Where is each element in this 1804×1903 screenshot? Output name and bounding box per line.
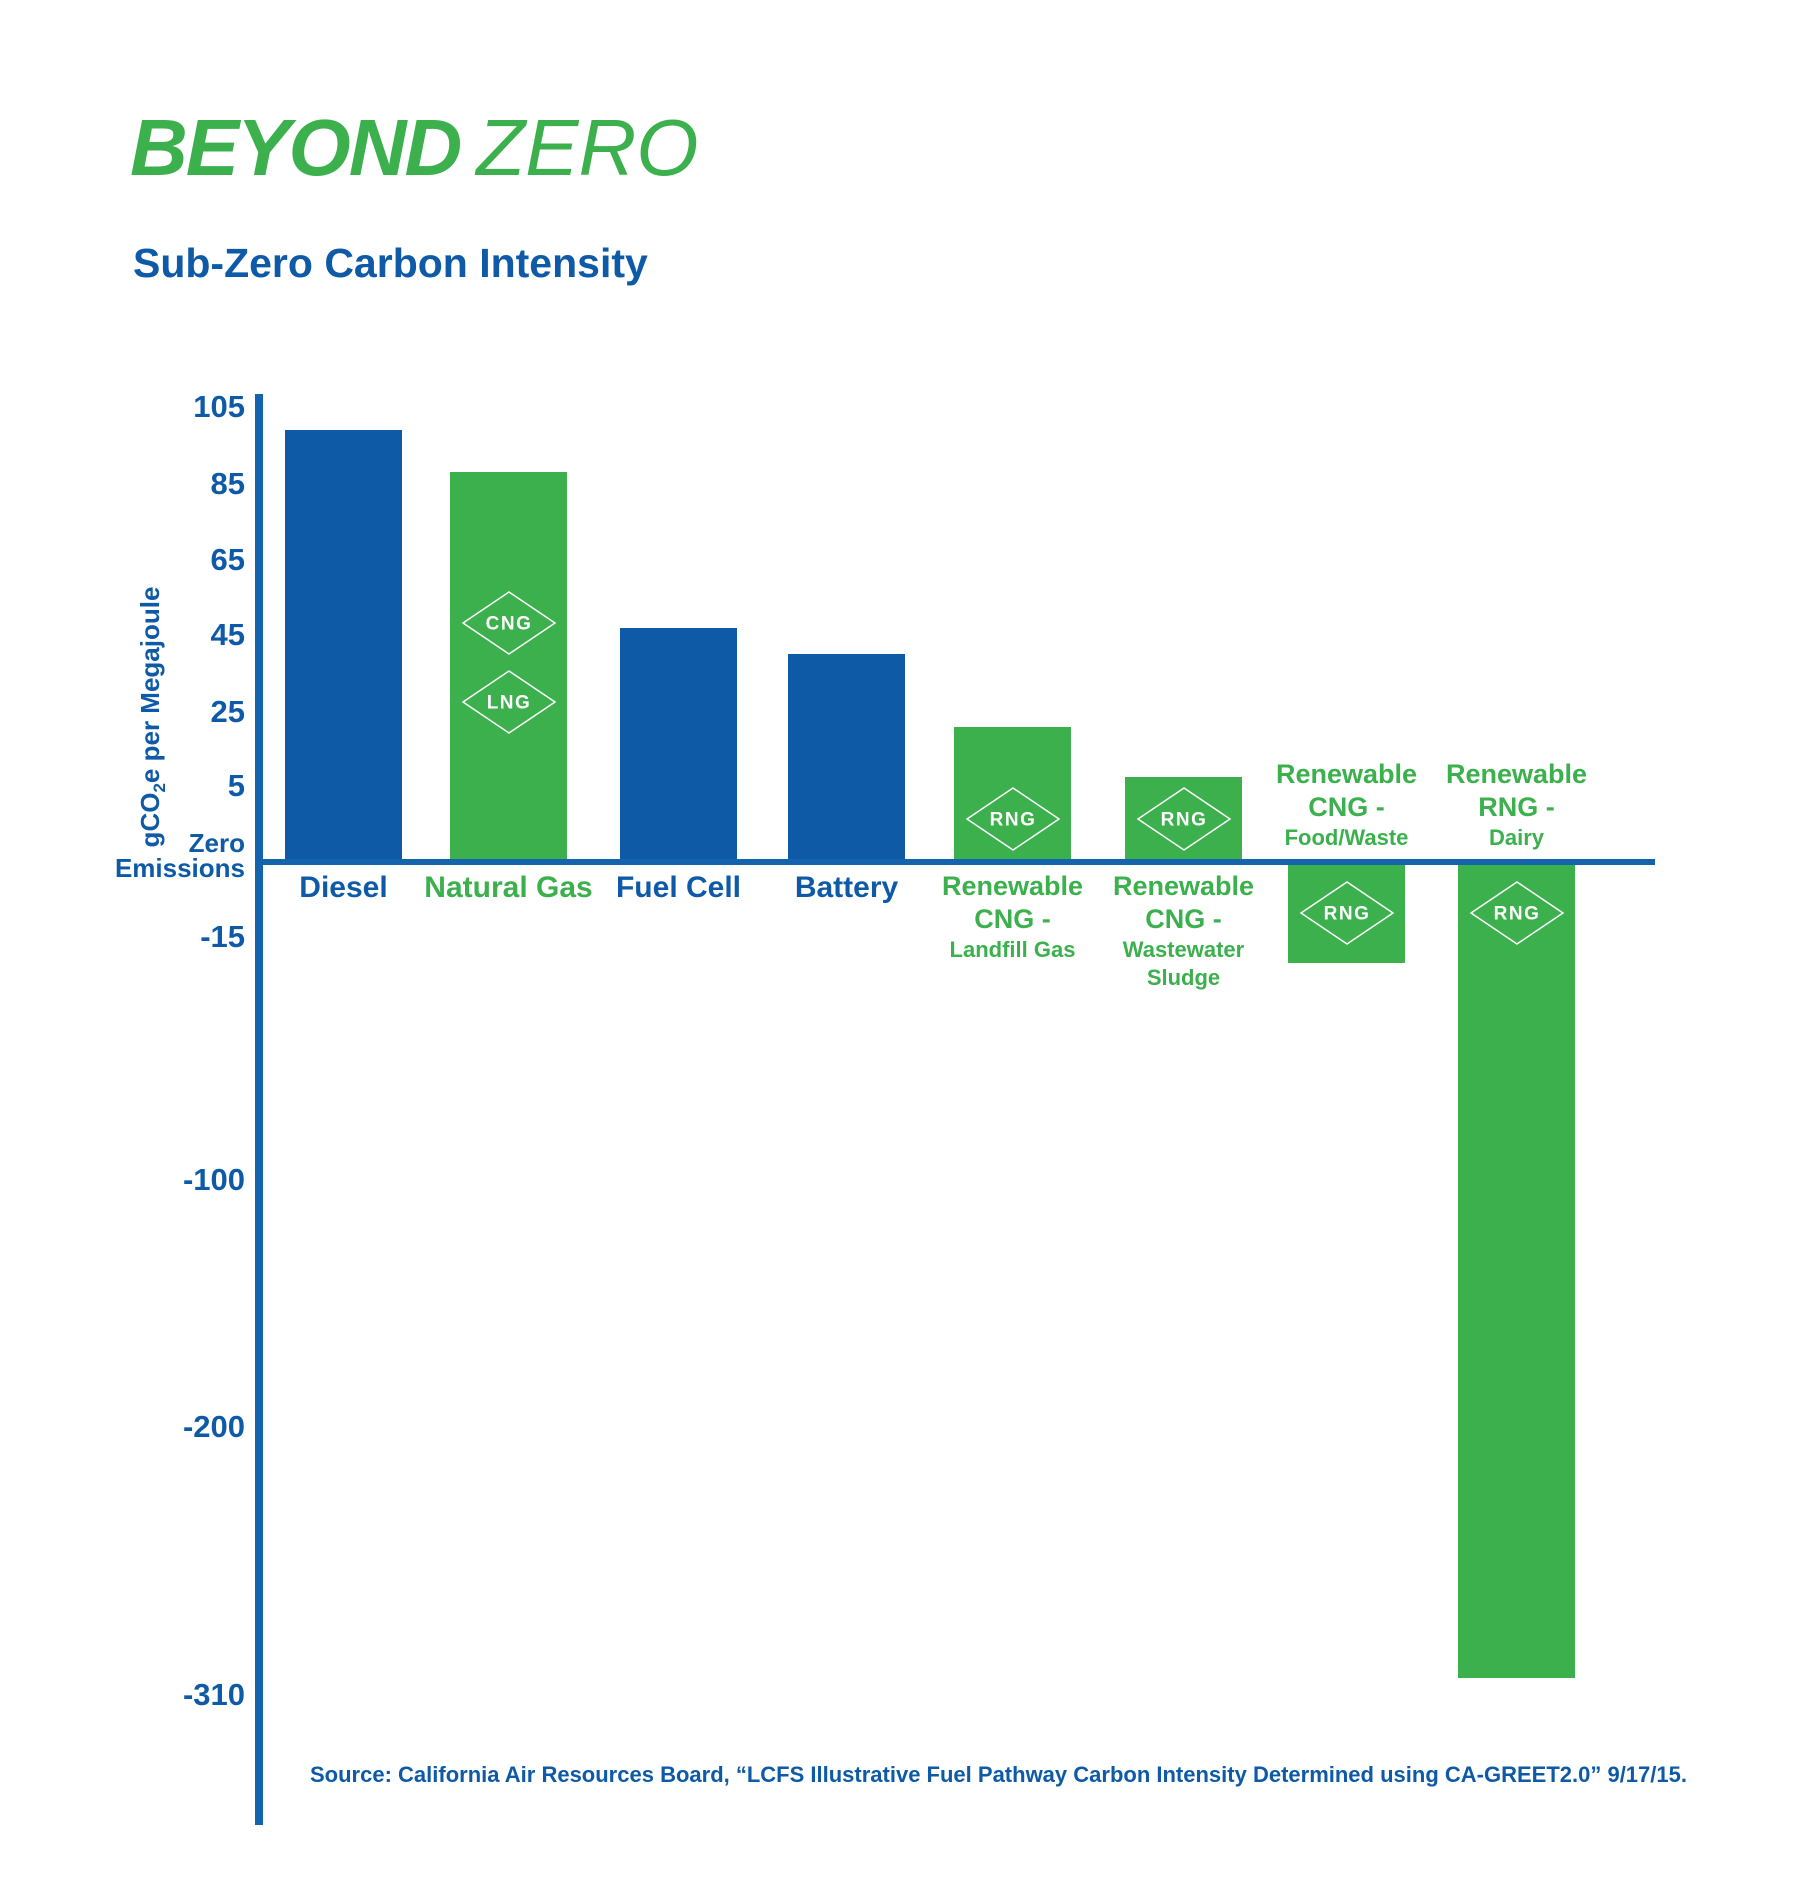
label-line: Battery [794,871,899,904]
y-tick-25: 25 [210,694,245,729]
label-battery: Battery [795,870,898,906]
label-diesel: Diesel [299,870,387,906]
y-axis-line [255,394,263,1825]
y-tick-65: 65 [210,542,245,577]
zero-baseline [255,859,1655,865]
label-line: Landfill Gas [949,937,1076,962]
zero-emissions-label: Zero Emissions [45,828,245,883]
label-line: RNG - [1478,792,1555,822]
bar-renewable-cng-food-waste [1288,862,1405,963]
label-line: Sludge [1146,965,1221,990]
y-tick-105: 105 [193,389,245,424]
rng-diamond-badge-icon: RNG [1469,881,1564,945]
zero-emissions-line1: Zero [188,828,245,858]
svg-text:RNG: RNG [1493,904,1540,925]
bar-renewable-cng-landfill-gas [954,726,1071,862]
label-line: Food/Waste [1284,825,1409,850]
svg-text:RNG: RNG [1160,810,1207,831]
rng-diamond-badge-icon: RNG [1299,881,1394,945]
bar-natural-gas [450,472,567,862]
bar-renewable-cng-wastewater-sludge [1125,776,1242,862]
y-tick--100: -100 [182,1162,245,1197]
title-zero: ZERO [476,103,699,192]
label-line: Dairy [1488,825,1545,850]
label-renewable-cng-landfill-gas: Renewable CNG - Landfill Gas [942,870,1083,964]
y-tick-85: 85 [210,466,245,501]
bar-renewable-rng-dairy [1458,862,1575,1678]
label-line: Renewable [1445,759,1588,789]
label-line: CNG - [974,904,1051,934]
label-line: Natural Gas [424,871,593,904]
title-beyond: BEYOND [130,103,462,192]
bar-battery [788,654,905,862]
page-title: BEYOND ZERO [130,100,699,196]
label-fuel-cell: Fuel Cell [616,870,741,906]
label-line: Fuel Cell [615,871,742,904]
y-tick--310: -310 [182,1677,245,1712]
label-line: Renewable [941,871,1084,901]
label-line: Diesel [299,871,388,904]
chart-subtitle: Sub-Zero Carbon Intensity [133,240,648,286]
label-line: CNG - [1308,792,1385,822]
bar-diesel [285,430,402,862]
bar-fuel-cell [620,627,737,862]
label-natural-gas: Natural Gas [424,870,592,906]
rng-diamond-badge-icon: RNG [965,787,1060,851]
cng-diamond-badge-icon: CNG [461,591,556,655]
rng-diamond-badge-icon: RNG [1136,787,1231,851]
source-citation: Source: California Air Resources Board, … [310,1762,1687,1787]
svg-text:RNG: RNG [989,810,1036,831]
svg-text:LNG: LNG [486,693,531,714]
y-tick--200: -200 [182,1409,245,1444]
label-renewable-cng-wastewater-sludge: Renewable CNG - Wastewater Sludge [1113,870,1254,992]
y-tick--15: -15 [200,919,245,954]
svg-text:CNG: CNG [485,614,532,635]
lng-diamond-badge-icon: LNG [461,670,556,734]
y-tick-45: 45 [210,617,245,652]
svg-text:RNG: RNG [1323,904,1370,925]
label-renewable-cng-food-waste: Renewable CNG - Food/Waste [1276,758,1417,852]
label-line: Wastewater [1122,937,1245,962]
y-tick-5: 5 [227,768,245,803]
label-line: Renewable [1112,871,1255,901]
label-renewable-rng-dairy: Renewable RNG - Dairy [1446,758,1587,852]
label-line: CNG - [1145,904,1222,934]
zero-emissions-line2: Emissions [114,853,245,883]
label-line: Renewable [1275,759,1418,789]
